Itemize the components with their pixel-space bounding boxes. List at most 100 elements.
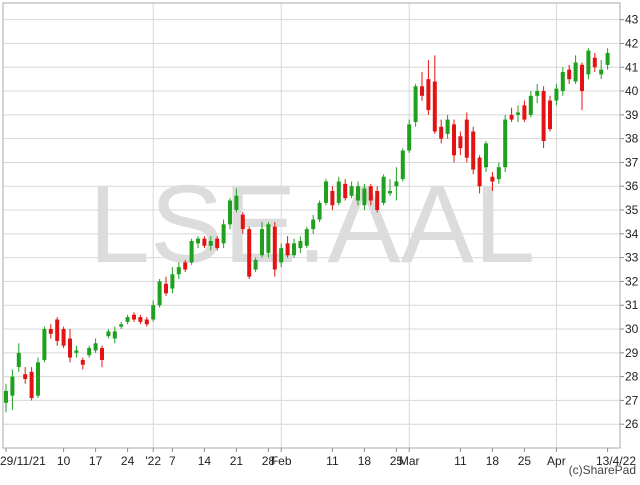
candle-body [368, 186, 373, 201]
candle-body [509, 114, 514, 120]
candle-body [16, 352, 21, 368]
candle-body [272, 226, 277, 270]
candle-body [375, 190, 380, 211]
y-tick-label: 37 [625, 155, 639, 169]
candle-body [138, 317, 143, 322]
candle-body [554, 88, 559, 101]
candle-body [464, 119, 469, 158]
x-tick-label: 25 [390, 454, 404, 468]
candle-body [247, 229, 252, 277]
candle-body [208, 240, 213, 246]
x-tick-label: 14 [198, 454, 212, 468]
candle-body [80, 359, 85, 365]
y-tick-label: 27 [625, 393, 639, 407]
x-tick-label: Feb [271, 454, 292, 468]
candle-body [413, 86, 418, 122]
candle-body [445, 119, 450, 134]
candle-body [400, 150, 405, 180]
x-tick-label: Apr [547, 454, 566, 468]
candle-body [202, 238, 207, 246]
candle-body [432, 81, 437, 132]
candle-body [228, 200, 232, 225]
candle-body [381, 176, 386, 203]
candle-body [541, 91, 546, 142]
candle-body [336, 181, 341, 203]
candle-body [132, 314, 136, 320]
x-tick-label: 21 [230, 454, 244, 468]
candle-body [170, 274, 175, 289]
x-tick-label: 29/11/21 [0, 454, 46, 468]
y-tick-label: 34 [625, 227, 639, 241]
candle-body [458, 136, 463, 149]
candle-body [292, 243, 296, 256]
x-tick-label: 25 [518, 454, 532, 468]
y-tick-label: 40 [625, 84, 639, 98]
candle-body [452, 124, 456, 156]
candle-body [183, 262, 188, 270]
y-tick-label: 28 [625, 370, 639, 384]
candle-body [215, 238, 220, 249]
candle-body [119, 324, 124, 327]
candle-body [93, 343, 98, 351]
y-tick-label: 26 [625, 417, 639, 431]
candle-body [266, 224, 271, 253]
candle-body [48, 329, 53, 334]
y-tick-label: 42 [625, 36, 639, 50]
candle-body [503, 119, 508, 168]
candle-body [36, 362, 40, 396]
y-tick-label: 39 [625, 108, 639, 122]
x-tick-label: 11 [326, 454, 339, 468]
y-tick-label: 33 [625, 251, 639, 265]
candle-body [144, 319, 149, 325]
candle-body [176, 267, 181, 275]
x-tick-label: Mar [399, 454, 420, 468]
candle-body [29, 371, 34, 399]
candle-body [586, 50, 591, 75]
candle-body [522, 105, 527, 120]
candle-body [490, 176, 495, 182]
candle-body [580, 64, 584, 92]
candle-body [112, 331, 117, 339]
candle-body [516, 112, 520, 115]
candle-body [420, 86, 424, 96]
candle-body [61, 329, 66, 346]
candle-body [439, 126, 444, 139]
candle-body [304, 229, 309, 246]
candle-body [221, 224, 226, 244]
candle-body [573, 62, 578, 82]
x-tick-label: 24 [121, 454, 135, 468]
candle-body [311, 219, 316, 230]
x-tick-label: 18 [486, 454, 500, 468]
candle-body [55, 319, 60, 341]
candle-body [4, 390, 8, 403]
candle-body [151, 305, 156, 320]
candle-body [260, 229, 264, 256]
candle-body [605, 52, 610, 65]
candle-body [100, 348, 104, 360]
candle-body [106, 331, 111, 337]
candle-body [298, 240, 303, 249]
candle-body [496, 167, 501, 180]
candle-body [528, 95, 533, 115]
candle-body [548, 100, 552, 130]
candle-body [484, 143, 488, 168]
x-tick-label: 10 [57, 454, 71, 468]
candle-body [157, 281, 162, 306]
candle-body [74, 350, 79, 353]
candle-body [426, 79, 431, 111]
y-tick-label: 32 [625, 274, 639, 288]
y-tick-label: 31 [625, 298, 639, 312]
y-tick-label: 41 [625, 60, 639, 74]
candle-body [388, 190, 392, 194]
candle-body [68, 338, 72, 358]
y-tick-label: 35 [625, 203, 639, 217]
candle-body [10, 376, 15, 396]
credit: (c)SharePad [569, 463, 636, 477]
candle-body [477, 157, 482, 187]
candle-body [471, 131, 476, 170]
candle-body [407, 124, 412, 151]
candle-body [285, 243, 290, 256]
candle-body [599, 69, 604, 75]
y-tick-label: 30 [625, 322, 639, 336]
